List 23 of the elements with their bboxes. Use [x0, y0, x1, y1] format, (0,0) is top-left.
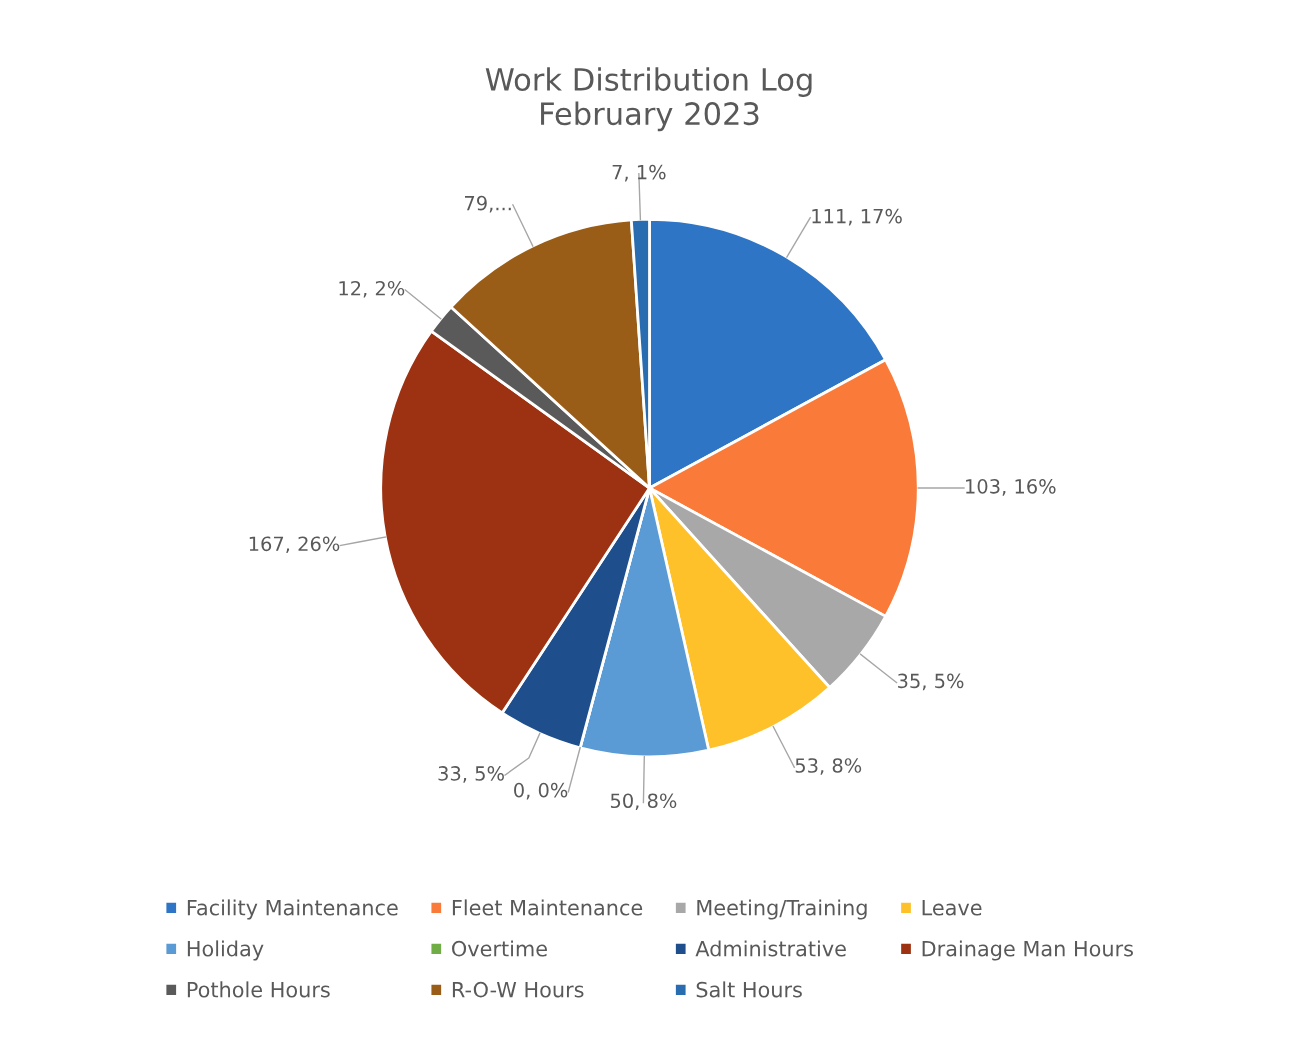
data-label: 167, 26% — [249, 536, 340, 554]
legend-label: Facility Maintenance — [187, 899, 398, 920]
legend-label: Holiday — [187, 940, 264, 961]
legend-label: Leave — [922, 900, 982, 916]
data-label: 50, 8% — [610, 793, 677, 811]
legend-label: R-O-W Hours — [452, 981, 584, 998]
data-label: 33, 5% — [438, 766, 504, 783]
legend-label: Fleet Maintenance — [452, 899, 643, 916]
data-label: 7, 1% — [612, 164, 666, 182]
data-label: 79,... — [465, 195, 511, 213]
chart-title: Work Distribution Log February 2023 — [485, 67, 812, 132]
text: 0, 0% — [514, 782, 568, 800]
legend-label: Salt Hours — [696, 981, 802, 998]
legend-label: Administrative — [695, 940, 846, 957]
data-label: 35, 5% — [898, 673, 964, 691]
legend-label: Meeting/Training — [697, 899, 867, 920]
data-label: 53, 8% — [795, 758, 862, 775]
legend-label: Pothole Hours — [187, 981, 330, 998]
data-label: 103, 16% — [966, 478, 1056, 496]
legend-label: Overtime — [452, 940, 547, 957]
data-label: 111, 17% — [812, 208, 902, 226]
data-label: 12, 2% — [339, 280, 405, 298]
legend-label: Drainage Man Hours — [922, 940, 1133, 961]
